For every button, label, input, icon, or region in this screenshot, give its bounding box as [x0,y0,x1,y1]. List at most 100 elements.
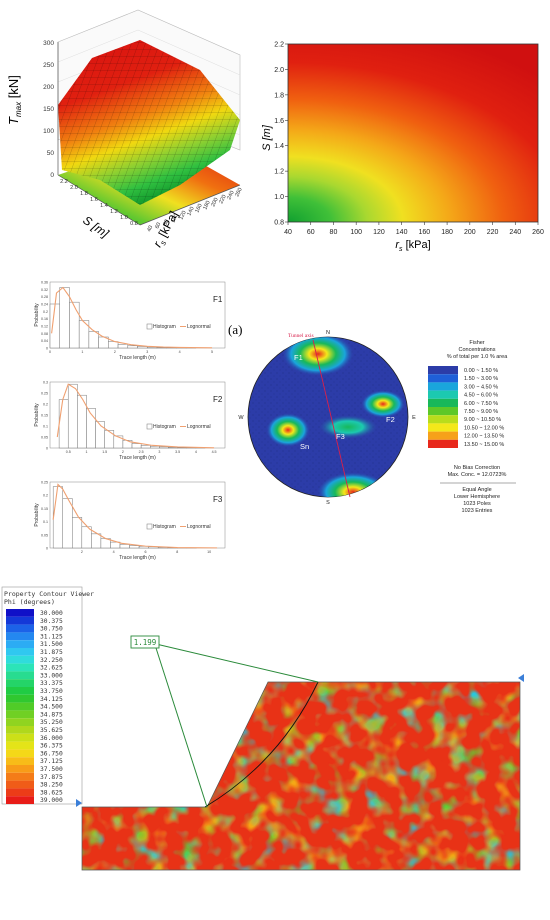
rs-tick: 60 [154,222,162,230]
histogram-bar [67,383,78,449]
legend-label: 1.50 ~ 3.00 % [464,376,498,382]
panel-label: F2 [213,395,223,404]
viewer-title: Property Contour Viewer [4,590,94,598]
x-tick-label: 260 [532,229,544,236]
cluster-f1-top [282,337,354,376]
compass-e: E [412,415,416,421]
compass-n: N [326,330,330,336]
histogram-bar [140,445,151,449]
y-tick-label: 2.0 [274,67,284,74]
y-tick-label: 0.25 [41,481,48,485]
legend-title-1: Fisher [469,340,484,346]
histogram-bar [72,517,83,549]
legend-swatch [428,390,458,399]
legend-swatch [428,382,458,391]
rs-tick: 80 [162,219,170,227]
rs-tick: 40 [146,225,154,233]
z-tick: 250 [43,62,54,69]
y-tick-label: 0 [46,447,48,451]
histogram-bar [159,446,169,449]
plot-frame [287,43,539,223]
histogram-bar [168,447,178,449]
viewer-legend-value: 36.750 [40,750,63,757]
rs-tick: 200 [210,197,219,208]
x-tick-label: 1 [85,450,87,454]
set-label-f3: F3 [336,432,345,441]
histogram-bar [58,399,69,449]
set-label-f1-top: F1 [294,353,303,362]
histogram-bar [119,544,130,549]
histogram-bar [88,331,99,349]
legend-histogram-label: Histogram [153,524,176,530]
factor-of-safety: 1.199 [134,638,157,647]
viewer-legend-swatch [6,632,34,641]
x-axis-label: Trace length (m) [119,555,156,561]
rs-tick: 100 [170,213,179,224]
x-tick-label: 4.5 [212,450,217,454]
x-tick-label: 0.5 [66,450,71,454]
viewer-legend-swatch [6,741,34,750]
legend-histogram-label: Histogram [153,424,176,430]
histogram-bar [117,344,129,349]
set-label-f1-bottom: F1 [340,495,349,504]
x-tick-label: 180 [441,229,453,236]
viewer-legend-value: 30.000 [40,610,63,617]
y-tick-label: 1.4 [274,143,284,150]
s-tick: 2.0 [70,185,78,191]
viewer-legend-value: 34.500 [40,704,63,711]
compass-s: S [326,500,330,506]
viewer-legend-swatch [6,616,34,625]
histogram-bar [91,533,102,549]
cluster-f2 [361,390,405,418]
stereonet-panel: (a) Tunnel axis N E S W F1 F2 F3 Sn F1 F… [228,312,550,527]
x-tick-label: 80 [330,229,338,236]
histogram-F3: 0.25 0.2 0.15 0.1 0.05 0 2 4 6 8 10 Trace length (m… [34,481,226,561]
s-tick: 1.8 [80,191,88,197]
legend-label: 9.00 ~ 10.50 % [464,417,501,423]
x-axis-label: Trace length (m) [119,355,156,361]
s-axis-label: S [m] [80,213,112,241]
histogram-bar [129,545,140,549]
y-tick-label: 0.2 [43,403,48,407]
viewer-legend-value: 36.375 [40,743,63,750]
panel-label: F1 [213,295,223,304]
s-tick: 0.8 [130,221,138,227]
x-tick-label: 0 [49,350,51,354]
legend-histogram-swatch [146,423,153,430]
viewer-legend-swatch [6,655,34,664]
x-tick-label: 4 [113,550,115,554]
rs-tick: 140 [186,206,195,217]
x-axis-label: Trace length (m) [119,455,156,461]
legend-label: 13.50 ~ 15.00 % [464,442,504,448]
cluster-f1-bottom [317,472,389,497]
rs-tick: 220 [218,194,227,205]
legend-lognormal-label: Lognormal [187,424,211,430]
histogram-column: 0.36 0.32 0.28 0.24 0.2 0.16 0.12 0.08 0.04 0 0 1 2 3… [28,276,238,576]
s-tick: 1.2 [110,209,118,215]
cluster-f3 [318,415,378,439]
y-tick-label: 0.1 [43,520,48,524]
y-tick-label: 0.05 [41,533,48,537]
histogram-bar [52,486,63,549]
s-tick: 1.6 [90,197,98,203]
note-bias: No Bias Correction [454,465,500,471]
z-tick: 100 [43,128,54,135]
legend-lognormal-label: Lognormal [187,524,211,530]
set-label-f2: F2 [386,415,395,424]
viewer-legend-swatch [6,780,34,789]
viewer-legend-swatch [6,788,34,797]
legend-label: 0.00 ~ 1.50 % [464,368,498,374]
x-tick-label: 240 [509,229,521,236]
viewer-legend-swatch [6,679,34,687]
viewer-legend-value: 31.125 [40,633,63,640]
viewer-legend-swatch [6,749,34,758]
viewer-legend-value: 30.375 [40,618,63,625]
viewer-legend-value: 34.875 [40,711,63,718]
rs-tick: 260 [234,187,243,198]
y-tick-label: 0.24 [41,303,48,307]
x-tick-label: 100 [350,229,362,236]
y-axis-label: S [m] [262,124,273,151]
left-boundary-marker [76,799,82,807]
histogram-bar [104,430,115,449]
set-label-sn: Sn [300,442,309,451]
